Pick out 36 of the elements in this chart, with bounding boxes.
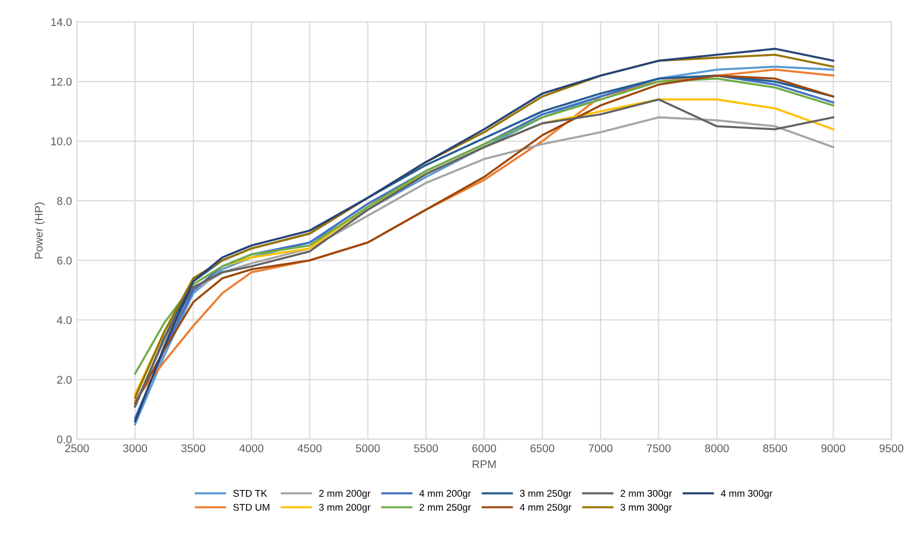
x-tick-label: 7500 — [646, 444, 671, 452]
y-tick-label: 6.0 — [57, 256, 72, 265]
x-tick-label: 8000 — [705, 444, 729, 452]
x-tick-label: 9000 — [821, 444, 846, 452]
x-tick-label: 6000 — [472, 444, 496, 452]
x-tick-label: 3500 — [181, 444, 206, 452]
legend-label: STD TK — [233, 490, 268, 497]
legend-label: 3 mm 250gr — [520, 490, 572, 499]
legend-label: 3 mm 200gr — [319, 504, 370, 513]
y-tick-label: 10.0 — [51, 137, 72, 146]
x-tick-label: 8500 — [763, 444, 787, 452]
y-tick-label: 0.0 — [57, 435, 72, 444]
x-tick-label: 4500 — [298, 444, 322, 452]
legend-label: 2 mm 300gr — [620, 490, 672, 499]
legend-label: 4 mm 200gr — [419, 490, 471, 499]
legend-label: 2 mm 250gr — [420, 504, 471, 513]
y-tick-label: 2.0 — [57, 376, 72, 384]
y-tick-label: 12.0 — [51, 78, 72, 86]
x-tick-label: 2500 — [65, 444, 89, 452]
legend-label: 4 mm 250gr — [520, 504, 572, 513]
legend-label: STD UM — [233, 504, 270, 511]
legend-label: 3 mm 300gr — [620, 504, 672, 513]
y-tick-label: 8.0 — [57, 197, 72, 205]
y-tick-label: 14.0 — [51, 18, 72, 26]
x-tick-label: 9500 — [880, 444, 904, 452]
x-axis-title: RPM — [472, 460, 496, 468]
x-tick-label: 5000 — [356, 444, 380, 452]
x-tick-label: 7000 — [588, 444, 612, 452]
legend-label: 4 mm 300gr — [720, 490, 772, 499]
x-tick-label: 6500 — [530, 444, 554, 452]
x-tick-label: 5500 — [414, 444, 438, 452]
x-tick-label: 4000 — [239, 444, 264, 452]
legend-label: 2 mm 200gr — [319, 490, 370, 499]
x-tick-label: 3000 — [123, 444, 148, 452]
y-axis-title: Power (HP) — [34, 202, 45, 258]
y-tick-label: 4.0 — [56, 316, 72, 324]
